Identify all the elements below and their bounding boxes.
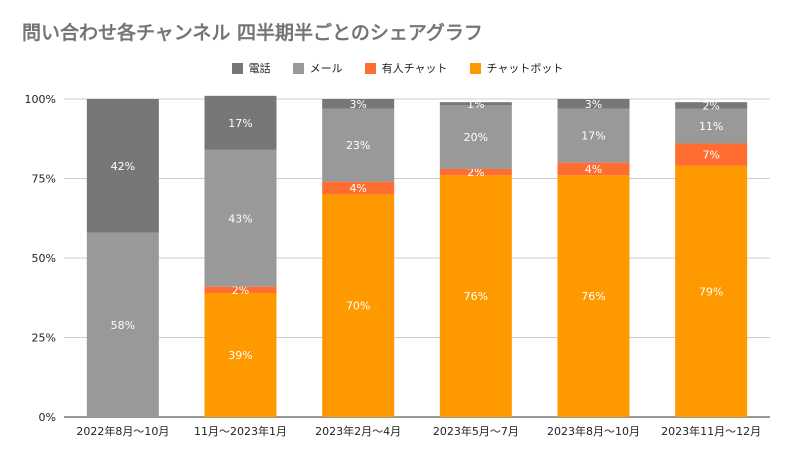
data-label: 79% (699, 285, 723, 298)
legend-swatch (231, 62, 243, 74)
bar-segment (322, 99, 395, 109)
data-label: 3% (585, 98, 602, 111)
bar-segment (86, 99, 159, 233)
x-tick-label: 2023年2月～4月 (315, 424, 401, 438)
bar-segment (675, 108, 748, 144)
legend-item: 有人チャット (364, 60, 448, 76)
x-tick-label: 2023年11月～12月 (661, 424, 761, 438)
bar-segment (675, 143, 748, 166)
data-label: 3% (349, 98, 366, 111)
data-label: 20% (464, 131, 488, 144)
x-tick-label: 11月～2023年1月 (194, 424, 287, 438)
data-label: 76% (581, 290, 605, 303)
legend-swatch (292, 62, 304, 74)
data-label: 7% (702, 149, 719, 162)
bar-segment (557, 108, 630, 163)
legend: 電話 メール 有人チャット チャットボット (0, 60, 795, 76)
legend-label: 有人チャット (381, 62, 448, 75)
y-tick-label: 75% (32, 173, 56, 186)
bar-segment (557, 162, 630, 176)
y-tick-label: 0% (39, 411, 56, 424)
legend-label: チャットボット (486, 62, 564, 75)
legend-item: 電話 (231, 60, 271, 76)
y-tick-label: 25% (32, 332, 56, 345)
data-label: 17% (228, 117, 252, 130)
data-label: 39% (228, 349, 252, 362)
bar-segment (322, 181, 395, 195)
bar-segment (675, 165, 748, 417)
y-tick-label: 50% (32, 252, 56, 265)
legend-item: チャットボット (469, 60, 564, 76)
bar-segment (439, 102, 512, 106)
legend-swatch (469, 62, 481, 74)
data-label: 1% (467, 98, 484, 111)
chart-title: 問い合わせ各チャンネル 四半期半ごとのシェアグラフ (22, 22, 483, 44)
data-label: 2% (467, 166, 484, 179)
data-label: 70% (346, 300, 370, 313)
bar-segment (557, 99, 630, 109)
legend-swatch (364, 62, 376, 74)
x-tick-label: 2023年8月～10月 (547, 424, 640, 438)
data-label: 4% (585, 163, 602, 176)
data-label: 43% (228, 212, 252, 225)
bar-segment (675, 102, 748, 109)
bar-segment (322, 108, 395, 182)
data-label: 2% (232, 284, 249, 297)
data-label: 58% (111, 319, 135, 332)
bar-segment (86, 232, 159, 417)
bar-segment (439, 105, 512, 169)
data-label: 23% (346, 139, 370, 152)
bar-segment (557, 175, 630, 417)
bar-segment (204, 95, 277, 150)
y-tick-label: 100% (25, 93, 56, 106)
bar-segment (204, 149, 277, 287)
x-tick-label: 2022年8月～10月 (76, 424, 169, 438)
bar-segment (204, 286, 277, 293)
data-label: 76% (464, 290, 488, 303)
data-label: 2% (702, 99, 719, 112)
data-label: 42% (111, 160, 135, 173)
x-tick-label: 2023年5月～7月 (433, 424, 519, 438)
data-label: 11% (699, 120, 723, 133)
legend-label: メール (309, 62, 343, 75)
bar-segment (204, 292, 277, 417)
data-label: 17% (581, 130, 605, 143)
bar-segment (439, 175, 512, 417)
bar-segment (322, 194, 395, 417)
bar-segment (439, 168, 512, 176)
legend-item: メール (292, 60, 343, 76)
legend-label: 電話 (248, 62, 271, 75)
data-label: 4% (349, 182, 366, 195)
